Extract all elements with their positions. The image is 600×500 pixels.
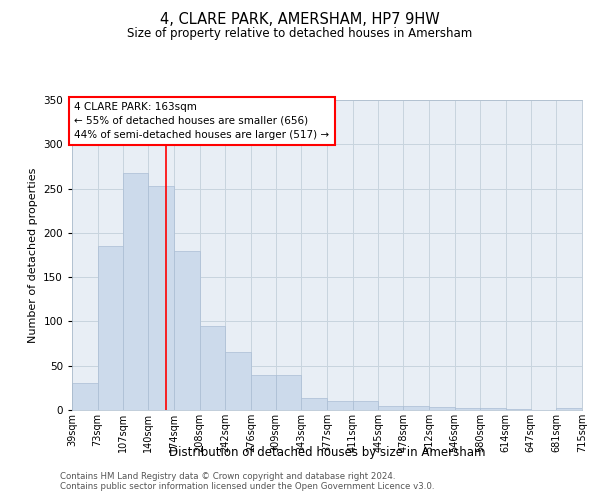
Bar — [455, 408, 480, 410]
Text: Contains HM Land Registry data © Crown copyright and database right 2024.: Contains HM Land Registry data © Crown c… — [60, 472, 395, 481]
Bar — [379, 406, 403, 410]
Text: Contains public sector information licensed under the Open Government Licence v3: Contains public sector information licen… — [60, 482, 434, 491]
Bar — [480, 408, 506, 410]
Bar — [251, 374, 275, 410]
Bar — [429, 408, 455, 410]
Bar — [556, 408, 582, 410]
Bar — [327, 401, 353, 410]
Bar — [353, 401, 379, 410]
Bar — [506, 409, 530, 410]
Bar — [148, 186, 174, 410]
Bar — [225, 352, 251, 410]
Bar — [301, 398, 327, 410]
Bar — [403, 406, 429, 410]
Bar — [275, 374, 301, 410]
Bar — [124, 172, 148, 410]
Bar — [174, 250, 199, 410]
Text: 4 CLARE PARK: 163sqm
← 55% of detached houses are smaller (656)
44% of semi-deta: 4 CLARE PARK: 163sqm ← 55% of detached h… — [74, 102, 329, 140]
Bar — [98, 246, 124, 410]
Text: Distribution of detached houses by size in Amersham: Distribution of detached houses by size … — [169, 446, 485, 459]
Bar — [199, 326, 225, 410]
Text: Size of property relative to detached houses in Amersham: Size of property relative to detached ho… — [127, 28, 473, 40]
Text: 4, CLARE PARK, AMERSHAM, HP7 9HW: 4, CLARE PARK, AMERSHAM, HP7 9HW — [160, 12, 440, 28]
Bar — [72, 384, 98, 410]
Y-axis label: Number of detached properties: Number of detached properties — [28, 168, 38, 342]
